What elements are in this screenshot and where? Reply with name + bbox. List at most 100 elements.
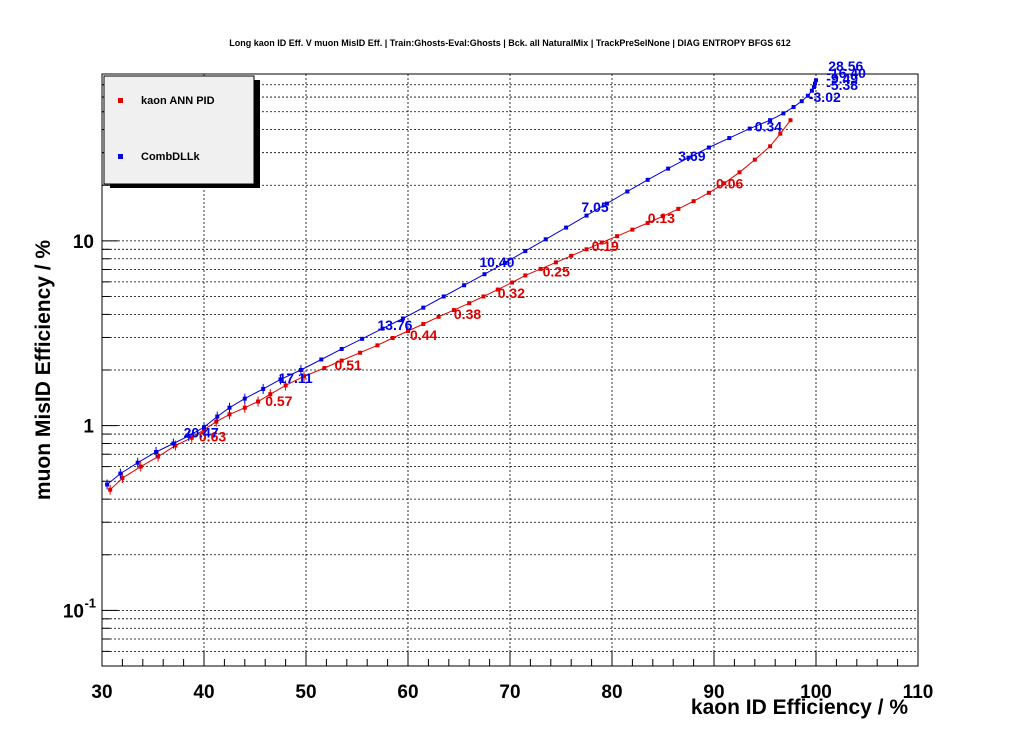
data-point xyxy=(360,336,365,341)
series-line xyxy=(109,119,791,491)
data-point xyxy=(322,366,327,371)
chart-title: Long kaon ID Eff. V muon MisID Eff. | Tr… xyxy=(229,38,791,48)
x-tick-labels: 30 40 50 60 70 80 90 100 110 xyxy=(91,682,933,703)
data-point xyxy=(706,145,711,150)
legend: kaon ANN PID CombDLLk xyxy=(103,75,260,188)
x-tick-label: 60 xyxy=(397,682,418,703)
data-point xyxy=(436,314,441,319)
data-point xyxy=(510,280,515,285)
data-point xyxy=(645,220,650,225)
legend-marker-combdllk xyxy=(118,154,123,159)
data-point xyxy=(358,350,363,355)
data-point xyxy=(227,405,232,410)
data-point xyxy=(812,81,817,86)
data-point xyxy=(569,253,574,258)
data-point xyxy=(242,396,247,401)
data-label: 0.34 xyxy=(755,119,782,135)
x-tick-label: 40 xyxy=(193,682,214,703)
data-point xyxy=(375,343,380,348)
data-point xyxy=(564,225,569,230)
data-label: -9.49 xyxy=(826,71,858,87)
data-point xyxy=(154,449,159,454)
y-tick-label: 10 xyxy=(63,601,84,622)
data-point xyxy=(661,214,665,219)
data-point xyxy=(186,433,191,438)
data-point xyxy=(421,321,426,326)
legend-label-combdllk: CombDLLk xyxy=(141,151,201,163)
data-point xyxy=(538,266,543,271)
data-point xyxy=(553,260,558,265)
data-label: 20.47 xyxy=(184,425,219,441)
data-label: -5.38 xyxy=(826,77,858,93)
data-point xyxy=(625,189,630,194)
data-label: 28.56 xyxy=(828,58,863,74)
y-tick-label-exponent: -1 xyxy=(84,595,96,610)
data-label: 0.57 xyxy=(265,393,292,409)
data-point xyxy=(737,170,742,175)
data-label: 0.38 xyxy=(454,306,481,322)
x-tick-label: 50 xyxy=(295,682,316,703)
data-point xyxy=(523,273,528,278)
data-point xyxy=(481,294,486,299)
data-label: 0.51 xyxy=(335,357,362,373)
legend-marker-kaon-ann-pid xyxy=(118,98,123,103)
data-point xyxy=(615,234,620,239)
y-tick-label: 1 xyxy=(83,417,94,438)
series-line xyxy=(106,80,817,485)
data-point xyxy=(227,412,232,417)
data-point xyxy=(339,346,344,351)
data-point xyxy=(421,305,426,310)
data-point xyxy=(791,105,796,110)
data-point xyxy=(686,155,691,160)
data-point xyxy=(645,177,650,182)
y-axis-label: muon MisID Efficiency / % xyxy=(32,240,55,501)
data-point xyxy=(666,166,671,171)
data-point xyxy=(138,464,143,469)
data-point xyxy=(805,93,810,98)
data-label: 0.06 xyxy=(716,176,743,192)
x-tick-label: 100 xyxy=(800,682,832,703)
y-tick-label: 10 xyxy=(73,232,94,253)
data-point xyxy=(173,443,178,448)
data-point xyxy=(788,118,793,123)
data-point xyxy=(584,213,589,218)
data-label: 17.11 xyxy=(278,370,312,386)
data-point xyxy=(120,476,125,481)
series-layer: 0.06 0.13 0.19 0.25 0.32 0.38 0.44 0.51 0.57 0.63… xyxy=(105,58,866,495)
data-label: 7.05 xyxy=(581,199,608,215)
data-point xyxy=(202,425,206,430)
data-point xyxy=(380,326,385,331)
data-point xyxy=(495,287,500,292)
data-point xyxy=(768,118,773,123)
data-point xyxy=(156,454,161,459)
data-point xyxy=(301,374,306,379)
data-point xyxy=(543,237,548,242)
data-point xyxy=(441,294,446,299)
data-point xyxy=(747,126,752,131)
data-point xyxy=(502,260,507,265)
data-point xyxy=(630,227,635,232)
x-tick-label: 110 xyxy=(903,682,934,703)
data-point xyxy=(752,157,757,162)
data-point xyxy=(462,283,467,288)
data-point xyxy=(400,316,405,321)
plot-frame xyxy=(101,73,919,667)
data-point xyxy=(298,368,303,372)
data-point xyxy=(215,414,220,419)
legend-label-kaon-ann-pid: kaon ANN PID xyxy=(141,95,215,107)
data-point xyxy=(727,136,732,141)
data-point xyxy=(268,392,273,397)
data-label: 0.25 xyxy=(543,264,570,280)
data-label: 3.69 xyxy=(678,148,705,164)
x-tick-label: 90 xyxy=(703,682,724,703)
data-label: 13.76 xyxy=(377,317,412,333)
data-label: 0.32 xyxy=(498,285,525,301)
data-point xyxy=(799,99,804,104)
data-point xyxy=(523,249,528,254)
data-point xyxy=(135,460,140,465)
data-point xyxy=(584,247,589,252)
data-point xyxy=(319,357,324,362)
data-point xyxy=(118,471,123,476)
data-point xyxy=(171,441,176,446)
